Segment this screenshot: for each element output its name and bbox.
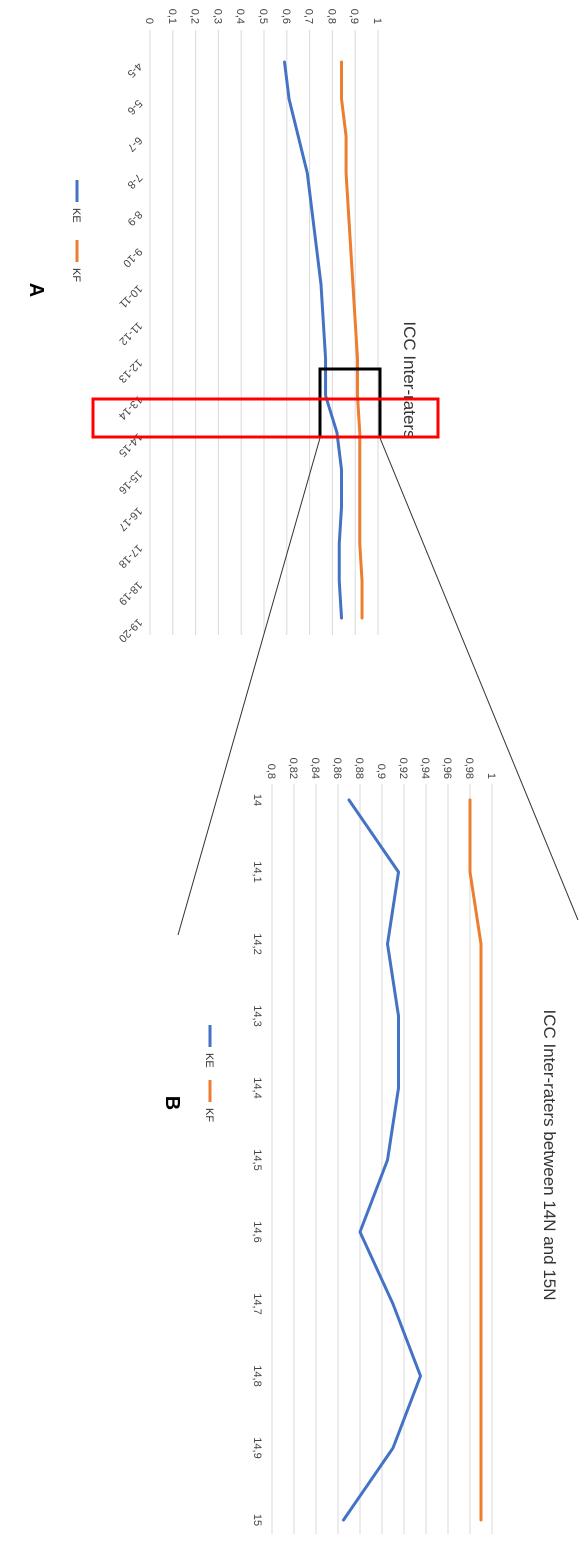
chart-b-y-tick-label: 0,86 <box>331 758 343 779</box>
chart-b-x-tick-label: 15 <box>251 1514 263 1526</box>
chart-a-x-tick-label: 14-15 <box>116 431 144 459</box>
chart-a-x-tick-label: 17-18 <box>116 542 144 570</box>
chart-a-x-tick-label: 18-19 <box>116 579 144 607</box>
chart-b-y-tick-label: 1 <box>485 773 497 779</box>
chart-b-x-tick-label: 14 <box>251 794 263 806</box>
chart-a-series-line-ke <box>283 60 344 620</box>
chart-a-y-tick-label: 0,7 <box>303 9 315 24</box>
chart-a-y-tick-label: 0,4 <box>234 9 246 24</box>
highlight-box-red <box>91 397 440 439</box>
chart-b-series-line-kf <box>468 798 483 1522</box>
chart-a-x-tick-label: 8-9 <box>125 208 145 228</box>
chart-a-legend-label-kf: KF <box>70 268 82 282</box>
chart-b-series-line-ke <box>342 798 422 1522</box>
chart-b-legend-label-kf: KF <box>203 1108 215 1122</box>
chart-a-x-tick-label: 19-20 <box>116 616 144 644</box>
chart-a-y-tick-label: 0 <box>143 18 155 24</box>
chart-b-x-tick-label: 14,4 <box>251 1077 263 1098</box>
chart-a-y-tick-label: 0,8 <box>325 9 337 24</box>
chart-b-y-tick-label: 0,98 <box>463 758 475 779</box>
chart-a-x-tick-label: 15-16 <box>116 468 144 496</box>
chart-a-y-tick-label: 0,3 <box>211 9 223 24</box>
chart-a-y-tick-label: 0,6 <box>280 9 292 24</box>
chart-a-y-tick-label: 0,5 <box>257 9 269 24</box>
chart-b-y-tick-label: 0,92 <box>397 758 409 779</box>
chart-b-y-tick-label: 0,9 <box>375 764 387 779</box>
chart-a-y-tick-label: 0,1 <box>166 9 178 24</box>
chart-b-x-tick-label: 14,2 <box>251 933 263 954</box>
chart-b-x-tick-label: 14,6 <box>251 1221 263 1242</box>
chart-a-x-tick-label: 16-17 <box>116 505 144 533</box>
chart-a-panel-label: A <box>25 283 47 297</box>
chart-b-x-tick-label: 14,5 <box>251 1149 263 1170</box>
chart-b-y-tick-label: 0,94 <box>419 758 431 779</box>
chart-a-x-tick-label: 4-5 <box>125 60 145 80</box>
chart-b-y-tick-label: 0,96 <box>441 758 453 779</box>
chart-b-x-tick-label: 14,3 <box>251 1005 263 1026</box>
chart-a-x-tick-label: 9-10 <box>120 245 144 269</box>
zoom-connector-line-lower <box>177 437 321 936</box>
chart-a-legend-label-ke: KE <box>70 208 82 223</box>
chart-a: ICC Inter-raters 0 0,1 0,2 0,3 0,4 0,5 0,6 0,7 0,… <box>25 9 440 644</box>
chart-a-x-tick-label: 11-12 <box>117 319 145 347</box>
chart-b-x-tick-label: 14,8 <box>251 1365 263 1386</box>
chart-b-title: ICC Inter-raters between 14N and 15N <box>540 1009 559 1300</box>
chart-a-y-tick-label: 1 <box>371 18 383 24</box>
chart-b: ICC Inter-raters between 14N and 15N 0,8 0… <box>161 758 559 1534</box>
chart-b-y-tick-label: 0,8 <box>265 764 277 779</box>
chart-a-series-line-kf <box>340 60 364 620</box>
chart-a-x-tick-label: 10-11 <box>117 282 145 310</box>
chart-b-y-tick-label: 0,88 <box>353 758 365 779</box>
chart-a-y-tick-label: 0,9 <box>348 9 360 24</box>
chart-b-x-tick-label: 14,7 <box>251 1293 263 1314</box>
chart-b-x-tick-label: 14,9 <box>251 1437 263 1458</box>
chart-b-y-tick-label: 0,84 <box>309 758 321 779</box>
chart-b-legend-label-ke: KE <box>203 1053 215 1068</box>
chart-a-x-tick-label: 5-6 <box>125 97 145 117</box>
chart-a-x-tick-label: 12-13 <box>116 356 144 384</box>
chart-a-x-tick-label: 6-7 <box>125 134 145 154</box>
chart-a-title: ICC Inter-raters <box>400 321 419 438</box>
chart-b-panel-label: B <box>161 1096 183 1110</box>
chart-a-x-tick-label: 7-8 <box>125 171 145 191</box>
chart-a-y-tick-label: 0,2 <box>189 9 201 24</box>
zoom-connectors <box>177 437 579 936</box>
chart-b-y-tick-label: 0,82 <box>287 758 299 779</box>
zoom-connector-line-upper <box>379 437 579 921</box>
chart-b-x-tick-label: 14,1 <box>251 861 263 882</box>
